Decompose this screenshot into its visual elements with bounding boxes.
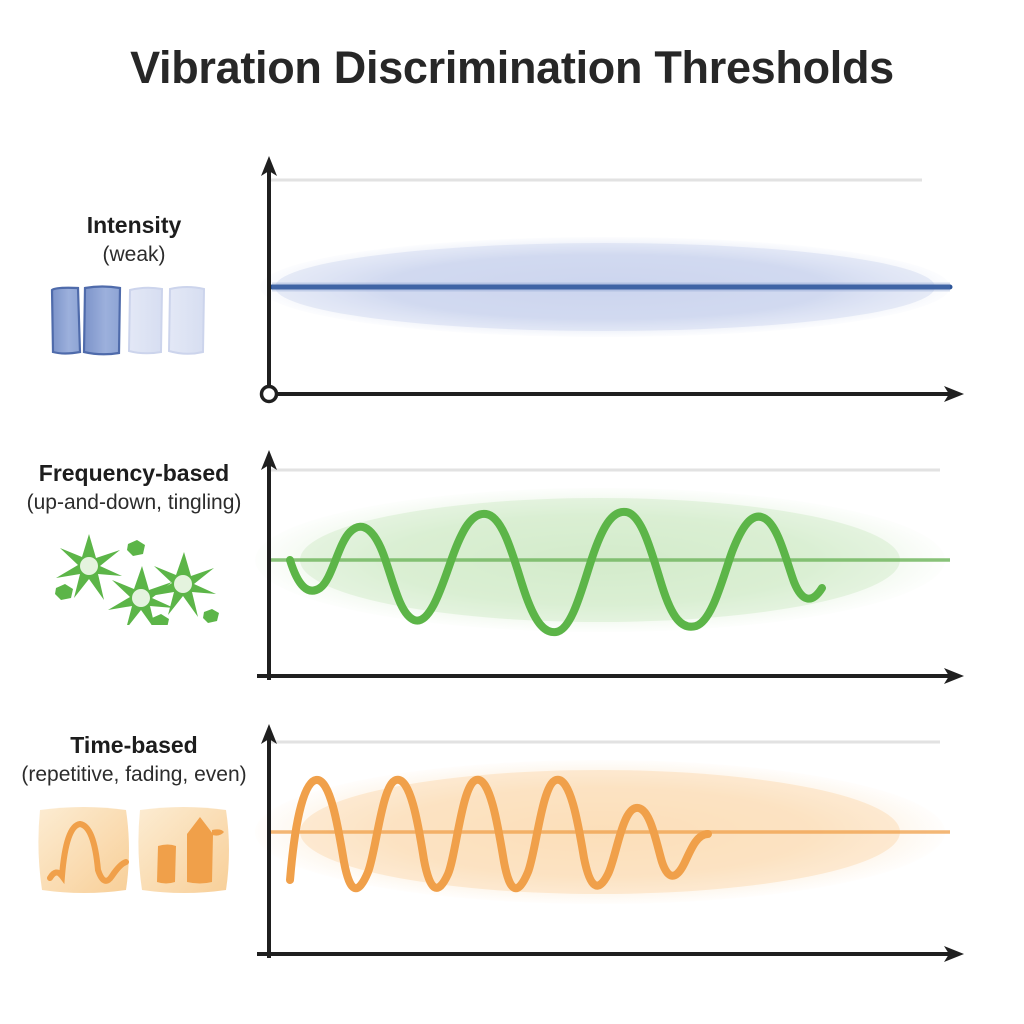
axes [257,450,964,684]
row-label-subtitle: (weak) [102,243,166,267]
signal-bars-icon [50,285,206,356]
icon-container [18,802,250,898]
chart-row-intensity: Intensity (weak) [0,150,1024,410]
signal-line [286,775,712,893]
origin-marker [259,384,279,404]
wave-sketch [47,821,129,885]
chart-frequency [250,448,990,693]
row-label-title: Frequency-based [38,460,230,486]
chart-row-frequency: Frequency-based (up-and-down, tingling) [0,448,1024,693]
icon-container [18,530,250,626]
row-label-time: Time-based (repetitive, fading, even) [18,732,250,898]
icon-container [18,282,250,362]
chart-time [250,722,990,972]
waveform-and-bars-icon [38,807,229,894]
x-axis-arrowhead [944,386,964,402]
tile-bars [138,807,229,894]
bar-flag [212,829,224,836]
axes [259,156,964,404]
y-axis-arrowhead [261,450,277,470]
y-axis-arrowhead [261,724,277,744]
sparkles-icon [55,534,219,626]
page-title: Vibration Discrimination Thresholds [130,42,894,93]
row-label-title: Intensity [86,212,182,238]
row-label-title: Time-based [70,732,198,758]
x-axis-arrowhead [944,668,964,684]
axes [257,724,964,962]
row-label-frequency: Frequency-based (up-and-down, tingling) [18,460,250,626]
signal-line [286,507,826,637]
chart-intensity [250,150,990,410]
row-label-intensity: Intensity (weak) [18,212,250,362]
y-axis-arrowhead [261,156,277,176]
row-label-subtitle: (repetitive, fading, even) [21,763,247,787]
bar-tall [187,817,213,884]
x-axis-arrowhead [944,946,964,962]
row-label-subtitle: (up-and-down, tingling) [26,491,242,515]
chart-row-time: Time-based (repetitive, fading, even) [0,722,1024,972]
bar-short [157,844,176,884]
